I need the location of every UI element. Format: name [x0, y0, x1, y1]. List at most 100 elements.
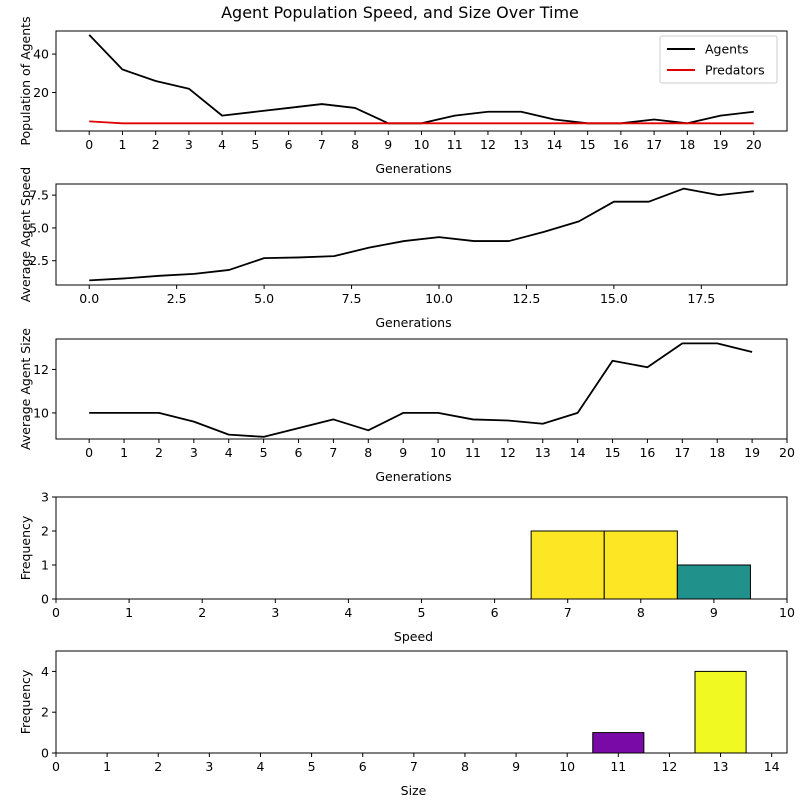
figure-title: Agent Population Speed, and Size Over Ti… [221, 3, 579, 22]
x-tick-label: 11 [610, 759, 626, 774]
x-tick-label: 0 [85, 137, 93, 152]
x-tick-label: 16 [613, 137, 629, 152]
x-tick-label: 7 [329, 445, 337, 460]
chart-panel-2: 0.0 2.5 5.0 7.5 10.0 12.5 15.0 17.5 2.5 5.0 7.5 Gen… [18, 167, 788, 330]
x-tick-label: 2 [155, 445, 163, 460]
x-tick-label: 19 [713, 137, 729, 152]
x-axis-label: Generations [375, 315, 451, 330]
legend: Agents Predators [659, 35, 778, 84]
y-axis-label: Frequency [18, 669, 33, 734]
y-tick-label: 4 [41, 664, 49, 679]
bar [530, 530, 605, 600]
y-tick-label: 20 [33, 85, 49, 100]
x-tick-label: 0 [52, 605, 60, 620]
x-tick-label: 8 [351, 137, 359, 152]
x-tick-label: 7 [564, 605, 572, 620]
legend-label: Predators [705, 63, 765, 78]
x-tick-label: 9 [710, 605, 718, 620]
legend-box [659, 35, 778, 84]
x-tick-label: 1 [118, 137, 126, 152]
x-tick-label: 0 [85, 445, 93, 460]
x-tick-label: 18 [679, 137, 695, 152]
x-tick-label: 4 [218, 137, 226, 152]
y-axis-label: Average Agent Speed [18, 167, 33, 302]
x-tick-label: 1 [120, 445, 128, 460]
x-axis-label: Speed [394, 629, 433, 644]
x-tick-label: 5 [251, 137, 259, 152]
x-tick-label: 14 [570, 445, 586, 460]
x-tick-label: 2.5 [167, 291, 187, 306]
x-tick-label: 17.5 [687, 291, 715, 306]
bar [603, 530, 678, 600]
x-tick-label: 15 [580, 137, 596, 152]
x-tick-label: 20 [746, 137, 762, 152]
x-tick-label: 6 [285, 137, 293, 152]
x-tick-label: 8 [364, 445, 372, 460]
bar [676, 564, 751, 600]
x-tick-label: 9 [384, 137, 392, 152]
x-tick-label: 9 [512, 759, 520, 774]
legend-label: Agents [705, 42, 749, 57]
y-axis-label: Frequency [18, 515, 33, 580]
x-tick-label: 12 [661, 759, 677, 774]
series-line-agents [88, 34, 754, 125]
x-tick-label: 4 [256, 759, 264, 774]
x-tick-label: 7 [318, 137, 326, 152]
x-tick-label: 20 [779, 445, 795, 460]
y-tick-label: 0 [41, 592, 49, 607]
x-axis-label: Generations [375, 161, 451, 176]
x-tick-label: 13 [535, 445, 551, 460]
x-tick-label: 15 [605, 445, 621, 460]
x-tick-label: 8 [461, 759, 469, 774]
x-tick-label: 6 [295, 445, 303, 460]
y-tick-label: 10 [33, 405, 49, 420]
x-tick-label: 2 [198, 605, 206, 620]
x-tick-label: 9 [399, 445, 407, 460]
x-tick-label: 5 [308, 759, 316, 774]
x-tick-label: 13 [513, 137, 529, 152]
bar [694, 670, 747, 754]
series-line-predators [89, 120, 754, 125]
x-tick-label: 1 [125, 605, 133, 620]
x-tick-label: 3 [185, 137, 193, 152]
axes-frame [55, 650, 788, 754]
chart-panel-3: 0 1 2 3 4 5 6 7 8 9 10 11 12 13 14 15 16 17 18 19 201012Gene… [18, 328, 795, 484]
x-tick-label: 6 [359, 759, 367, 774]
x-tick-label: 14 [764, 759, 780, 774]
x-tick-label: 17 [674, 445, 690, 460]
y-tick-label: 0 [41, 746, 49, 761]
x-tick-label: 10.0 [425, 291, 453, 306]
x-tick-label: 12 [500, 445, 516, 460]
y-tick-label: 5.0 [29, 220, 49, 235]
y-tick-label: 7.5 [29, 188, 49, 203]
y-axis-label: Population of Agents [18, 16, 33, 145]
x-tick-label: 3 [190, 445, 198, 460]
x-tick-label: 2 [152, 137, 160, 152]
x-tick-label: 12.5 [513, 291, 541, 306]
x-tick-label: 0 [52, 759, 60, 774]
x-tick-label: 15.0 [600, 291, 628, 306]
x-tick-label: 12 [480, 137, 496, 152]
x-tick-label: 4 [225, 445, 233, 460]
x-tick-label: 8 [637, 605, 645, 620]
x-tick-label: 18 [709, 445, 725, 460]
x-tick-label: 6 [491, 605, 499, 620]
chart-panel-1: 0 1 2 3 4 5 6 7 8 9 10 11 12 13 14 15 16 17 18 19 202040Gene… [18, 16, 788, 176]
x-tick-label: 19 [744, 445, 760, 460]
y-tick-label: 2 [41, 524, 49, 539]
axes-frame [55, 338, 788, 440]
chart-panel-4: 0 1 2 3 4 5 6 7 8 9 10 0 1 2 3 Speed Frequency [18, 490, 795, 645]
x-tick-label: 5 [260, 445, 268, 460]
x-tick-label: 5 [418, 605, 426, 620]
x-tick-label: 2 [154, 759, 162, 774]
x-tick-label: 3 [271, 605, 279, 620]
x-tick-label: 7 [410, 759, 418, 774]
x-tick-label: 10 [414, 137, 430, 152]
x-tick-label: 4 [344, 605, 352, 620]
y-tick-label: 2 [41, 705, 49, 720]
x-tick-label: 11 [447, 137, 463, 152]
series-line-1 [89, 187, 754, 282]
x-tick-label: 14 [546, 137, 562, 152]
x-tick-label: 13 [713, 759, 729, 774]
